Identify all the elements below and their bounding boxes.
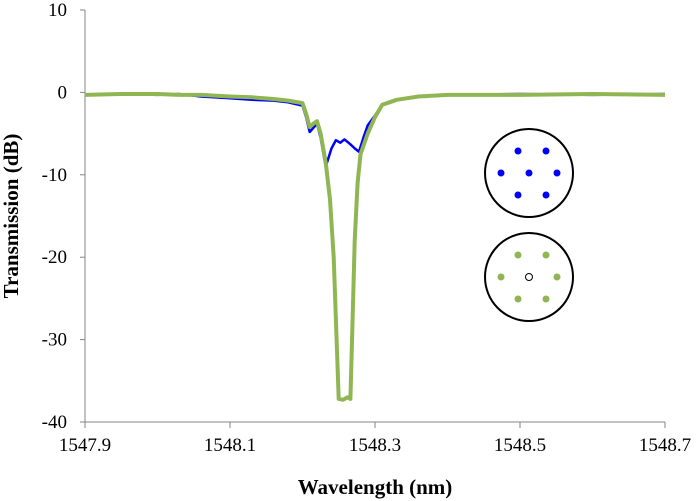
- center-core-dot: [525, 169, 533, 177]
- series-line-2: [84, 92, 666, 402]
- x-tick-label: 1548.5: [494, 435, 546, 456]
- y-tick-label: -20: [42, 247, 67, 268]
- x-tick-label: 1548.1: [204, 435, 256, 456]
- core-dot: [553, 273, 561, 281]
- center-core-dot: [525, 273, 533, 281]
- core-dot: [542, 251, 550, 259]
- fiber-cross-section-blue: [484, 128, 574, 218]
- series-line-1: [84, 92, 666, 168]
- core-dot: [497, 273, 505, 281]
- core-dot: [542, 147, 550, 155]
- core-dot: [514, 295, 522, 303]
- core-dot: [514, 251, 522, 259]
- series-layer: [84, 92, 666, 402]
- y-tick-label: 10: [48, 0, 67, 21]
- y-tick-label: -10: [42, 165, 67, 186]
- core-dot: [542, 295, 550, 303]
- core-dot: [514, 147, 522, 155]
- core-dot: [553, 169, 561, 177]
- y-tick-label: 0: [58, 82, 68, 103]
- y-tick-label: -30: [42, 330, 67, 351]
- y-ticks: 10 0 -10 -20 -30 -40: [42, 0, 85, 433]
- fiber-cross-section-green: [484, 232, 574, 322]
- x-ticks: 1547.9 1548.1 1548.3 1548.5 1548.7: [59, 422, 691, 456]
- y-tick-label: -40: [42, 412, 67, 433]
- x-axis-title: Wavelength (nm): [298, 475, 453, 499]
- core-dot: [497, 169, 505, 177]
- core-dot: [542, 191, 550, 199]
- core-dot: [514, 191, 522, 199]
- x-tick-label: 1548.3: [349, 435, 401, 456]
- x-tick-label: 1547.9: [59, 435, 111, 456]
- y-axis-title: Transmission (dB): [0, 134, 23, 299]
- x-tick-label: 1548.7: [639, 435, 691, 456]
